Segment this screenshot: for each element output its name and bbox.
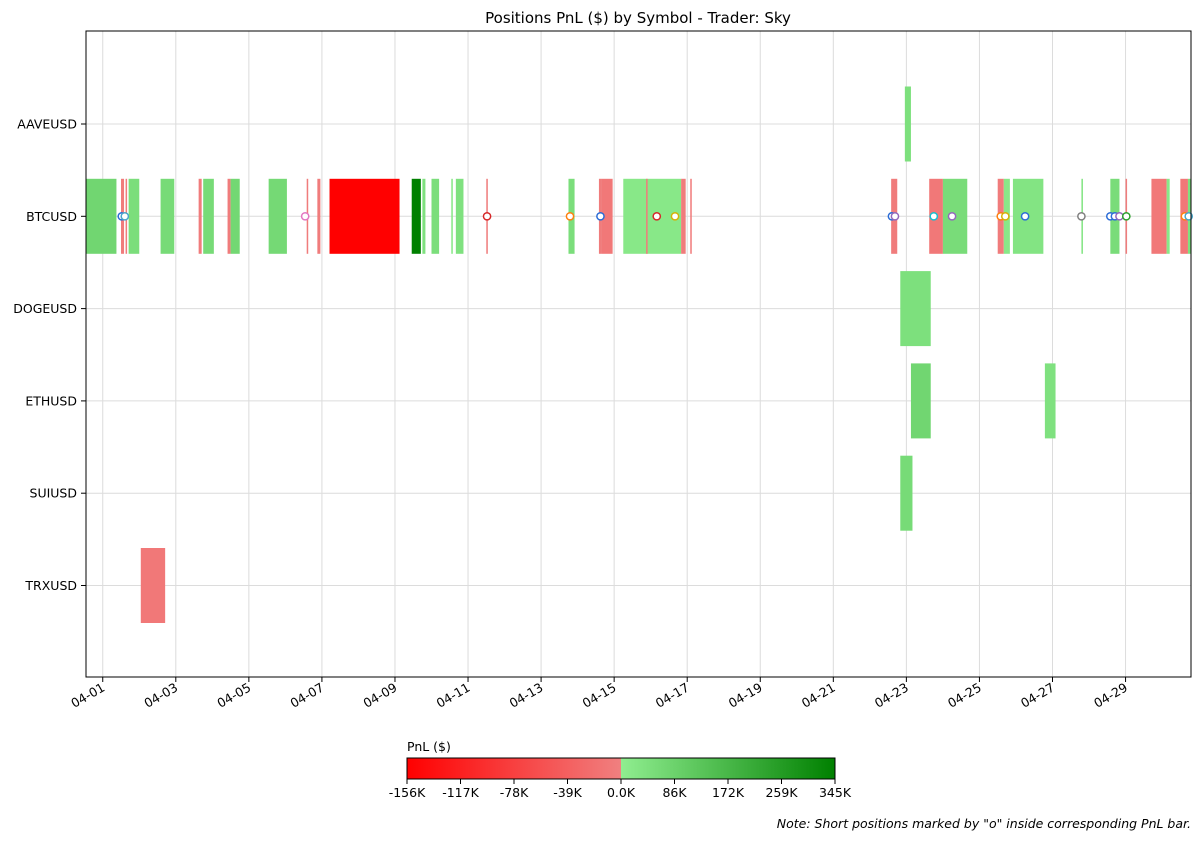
pnl-bar <box>646 178 648 254</box>
x-tick-label: 04-13 <box>507 680 546 711</box>
pnl-bar <box>451 178 453 254</box>
pnl-bar <box>681 178 686 254</box>
x-tick-label: 04-11 <box>434 680 473 711</box>
colorbar-tick-label: -78K <box>500 785 529 800</box>
x-tick-label: 04-21 <box>799 680 838 711</box>
colorbar-tick-label: -39K <box>553 785 582 800</box>
colorbar-tick-label: 172K <box>712 785 745 800</box>
y-tick-label: DOGEUSD <box>13 301 77 316</box>
short-position-marker <box>947 211 957 221</box>
colorbar-tick-label: 345K <box>819 785 852 800</box>
pnl-bar <box>690 178 692 254</box>
short-position-marker <box>929 211 939 221</box>
pnl-bar <box>411 178 421 254</box>
colorbar-tick-label: -156K <box>389 785 426 800</box>
x-axis: 04-01 04-03 04-05 04-07 04-09 04-11 04-13 04-15… <box>68 677 1130 711</box>
pnl-bar <box>140 548 166 623</box>
colorbar-tick-label: 259K <box>765 785 798 800</box>
pnl-bar <box>1044 363 1056 439</box>
x-tick-label: 04-25 <box>945 680 984 711</box>
colorbar-tick-label: 0.0K <box>607 785 636 800</box>
x-tick-label: 04-27 <box>1018 680 1057 711</box>
pnl-bar <box>904 86 911 162</box>
x-tick-label: 04-19 <box>726 680 765 711</box>
pnl-bar <box>900 271 931 347</box>
short-position-marker <box>120 211 130 221</box>
pnl-bar <box>900 455 913 531</box>
x-tick-label: 04-07 <box>287 680 326 711</box>
pnl-bar <box>203 178 214 254</box>
x-tick-label: 04-03 <box>141 680 180 711</box>
pnl-bar <box>431 178 440 254</box>
pnl-bar <box>227 178 231 254</box>
short-position-marker <box>565 211 575 221</box>
short-position-marker <box>1077 211 1086 221</box>
x-tick-label: 04-09 <box>361 680 400 711</box>
chart-title: Positions PnL ($) by Symbol - Trader: Sk… <box>485 9 791 27</box>
pnl-bars <box>86 86 1191 623</box>
pnl-bar <box>455 178 464 254</box>
short-position-marker <box>1121 211 1131 221</box>
short-position-marker <box>670 211 680 221</box>
short-position-marker <box>1000 211 1010 221</box>
short-position-marker <box>596 211 605 221</box>
pnl-bar <box>317 178 321 254</box>
grid-lines <box>86 31 1191 677</box>
x-tick-label: 04-29 <box>1091 680 1130 711</box>
short-markers <box>117 211 1194 221</box>
plot-frame <box>85 30 1192 678</box>
pnl-bar <box>910 363 931 439</box>
short-position-marker <box>652 211 662 221</box>
short-position-marker <box>300 211 310 221</box>
y-tick-label: ETHUSD <box>25 393 77 408</box>
pnl-bar <box>230 178 240 254</box>
colorbar-ticks: -156K -117K -78K -39K 0.0K 86K 172K 259K 345K <box>389 779 852 800</box>
pnl-bar <box>1166 178 1170 254</box>
colorbar-tick-label: -117K <box>442 785 479 800</box>
y-tick-label: BTCUSD <box>26 209 77 224</box>
colorbar-label: PnL ($) <box>407 739 451 754</box>
y-axis: AAVEUSD BTCUSD DOGEUSD ETHUSD SUIUSD TRXUSD <box>13 117 86 593</box>
x-tick-label: 04-23 <box>872 680 911 711</box>
pnl-bar <box>329 178 400 254</box>
y-tick-label: TRXUSD <box>24 578 77 593</box>
colorbar-negative <box>407 758 621 779</box>
colorbar: PnL ($) -156K -117K -78K -39K 0.0K 86K 172K 259… <box>389 739 852 800</box>
short-position-marker <box>890 211 900 221</box>
short-positions-note: Note: Short positions marked by "o" insi… <box>776 816 1191 831</box>
pnl-bar <box>601 178 613 254</box>
pnl-bar <box>160 178 175 254</box>
pnl-bar <box>86 178 117 254</box>
pnl-bar <box>268 178 287 254</box>
pnl-bar <box>128 178 140 254</box>
short-position-marker <box>1020 211 1030 221</box>
y-tick-label: AAVEUSD <box>17 117 77 132</box>
short-position-marker <box>482 211 492 221</box>
x-tick-label: 04-15 <box>580 680 619 711</box>
colorbar-tick-label: 86K <box>662 785 687 800</box>
pnl-bar <box>1151 178 1167 254</box>
pnl-bar <box>422 178 426 254</box>
y-tick-label: SUIUSD <box>30 486 77 501</box>
x-tick-label: 04-01 <box>68 680 107 711</box>
pnl-bar <box>198 178 202 254</box>
x-tick-label: 04-05 <box>214 680 253 711</box>
colorbar-positive <box>621 758 835 779</box>
x-tick-label: 04-17 <box>653 680 692 711</box>
